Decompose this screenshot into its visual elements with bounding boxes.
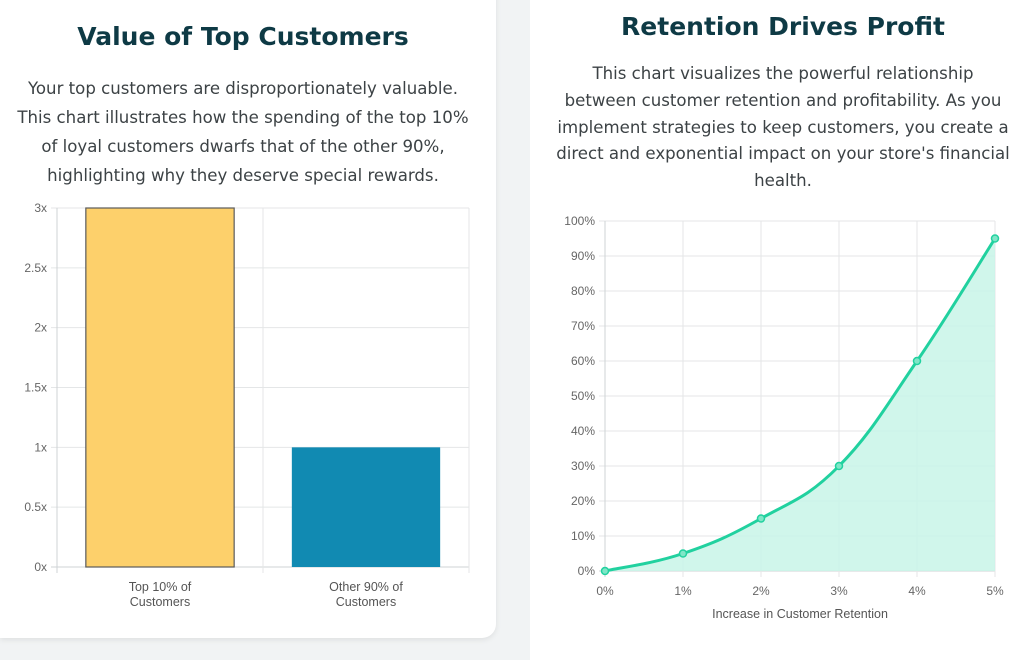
left-chart-title: Value of Top Customers (77, 22, 409, 51)
description-line: direct and exponential impact on your st… (556, 144, 1010, 164)
right-chart-title: Retention Drives Profit (621, 12, 945, 41)
description-line: This chart visualizes the powerful relat… (592, 64, 974, 83)
y-tick-label: 0.5x (24, 500, 47, 514)
y-tick-label: 0x (34, 560, 47, 574)
area-fill (605, 238, 995, 571)
y-tick-label: 10% (571, 529, 595, 543)
bar (85, 207, 235, 568)
y-tick-label: 80% (571, 284, 595, 298)
data-point (678, 549, 688, 558)
y-tick-label: 60% (571, 354, 595, 368)
x-tick-label: 0% (596, 584, 614, 598)
description-line: highlighting why they deserve special re… (47, 166, 439, 185)
y-tick-label: 20% (571, 494, 595, 508)
data-point (600, 566, 610, 576)
x-tick-label: 5% (986, 584, 1004, 598)
description-line: This chart illustrates how the spending … (17, 108, 469, 127)
x-tick-label: Customers (336, 595, 396, 609)
y-tick-label: 2x (34, 321, 47, 335)
y-tick-label: 0% (578, 564, 596, 578)
data-point (990, 234, 1000, 243)
y-tick-label: 1.5x (24, 381, 47, 395)
bar (291, 447, 441, 567)
y-tick-label: 40% (571, 424, 595, 438)
x-tick-label: Customers (130, 595, 190, 609)
description-line: health. (754, 171, 812, 191)
left-chart-description: Your top customers are disproportionatel… (0, 74, 486, 190)
data-point (834, 461, 844, 471)
y-tick-label: 50% (571, 389, 595, 403)
description-line: of loyal customers dwarfs that of the ot… (41, 137, 445, 156)
y-tick-label: 90% (571, 249, 595, 263)
y-tick-label: 30% (571, 459, 595, 473)
x-tick-label: Other 90% of (329, 580, 403, 594)
x-axis-title: Increase in Customer Retention (712, 607, 888, 621)
y-tick-label: 70% (571, 319, 595, 333)
data-point (912, 356, 922, 366)
x-tick-label: 3% (830, 584, 848, 598)
right-chart-description: This chart visualizes the powerful relat… (530, 61, 1024, 195)
y-tick-label: 1x (34, 440, 47, 454)
x-tick-label: 1% (674, 584, 692, 598)
description-line: implement strategies to keep customers, … (557, 117, 1009, 137)
x-tick-label: 4% (908, 584, 926, 598)
data-point (756, 514, 766, 523)
y-tick-label: 2.5x (24, 261, 47, 275)
description-line: Your top customers are disproportionatel… (27, 79, 459, 98)
x-tick-label: Top 10% of (129, 580, 192, 594)
y-tick-label: 3x (34, 201, 47, 215)
x-tick-label: 2% (752, 584, 770, 598)
description-line: between customer retention and profitabi… (564, 90, 1002, 110)
y-tick-label: 100% (564, 214, 595, 228)
